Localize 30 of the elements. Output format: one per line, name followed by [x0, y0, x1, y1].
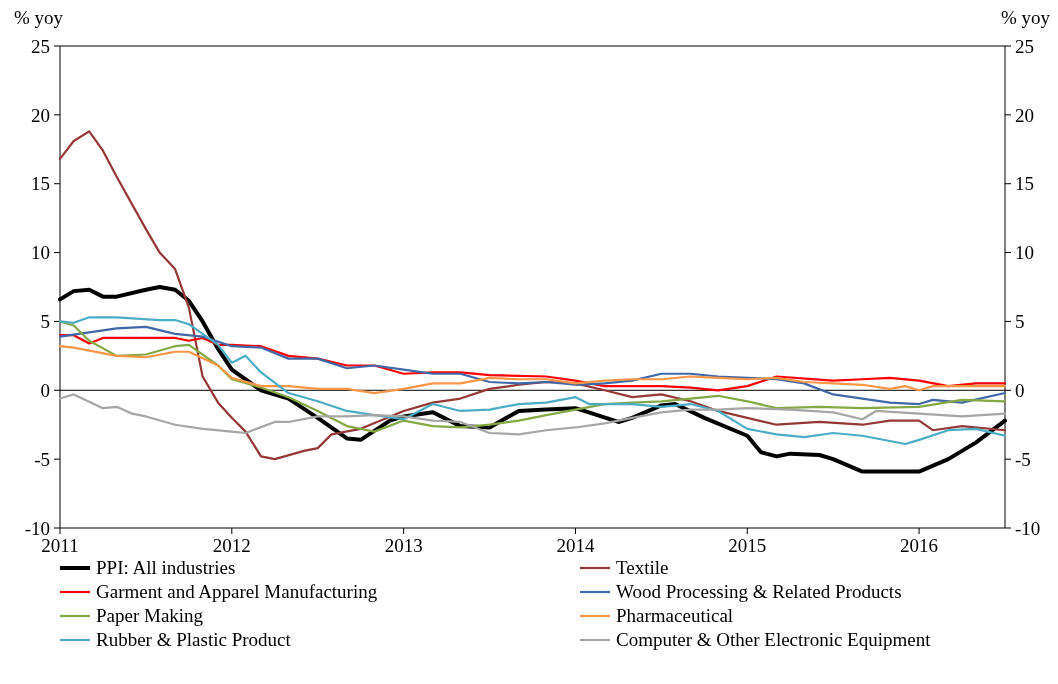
y-tick-label: 5 — [40, 311, 50, 333]
y2-tick-label: 15 — [1015, 173, 1034, 195]
x-tick-label: 2013 — [384, 535, 423, 556]
legend-label: Computer & Other Electronic Equipment — [616, 629, 932, 650]
legend-label: Paper Making — [96, 605, 204, 626]
y2-axis-title: % yoy — [1000, 7, 1051, 28]
legend-label: Rubber & Plastic Product — [96, 629, 292, 650]
y2-tick-label: 5 — [1015, 311, 1025, 333]
x-tick-label: 2016 — [900, 535, 939, 556]
y-axis-title: % yoy — [14, 7, 64, 28]
x-tick-label: 2014 — [556, 535, 595, 556]
x-tick-label: 2012 — [212, 535, 251, 556]
y2-tick-label: 10 — [1015, 242, 1034, 264]
legend-label: Pharmaceutical — [616, 605, 734, 626]
y-tick-label: -5 — [34, 448, 50, 470]
legend-label: PPI: All industries — [96, 557, 236, 578]
y-tick-label: 0 — [40, 379, 50, 401]
legend-label: Textile — [616, 557, 669, 578]
y2-tick-label: 0 — [1015, 379, 1025, 401]
legend-label: Garment and Apparel Manufacturing — [96, 581, 378, 602]
y-tick-label: 20 — [31, 104, 50, 126]
y-tick-label: 15 — [31, 173, 50, 195]
y2-tick-label: 20 — [1015, 104, 1034, 126]
y2-tick-label: -5 — [1015, 448, 1031, 470]
y-tick-label: 25 — [31, 35, 50, 57]
y2-tick-label: -10 — [1015, 517, 1041, 539]
y-tick-label: 10 — [31, 242, 50, 264]
y2-tick-label: 25 — [1015, 35, 1034, 57]
legend-label: Wood Processing & Related Products — [616, 581, 902, 602]
x-tick-label: 2015 — [728, 535, 767, 556]
